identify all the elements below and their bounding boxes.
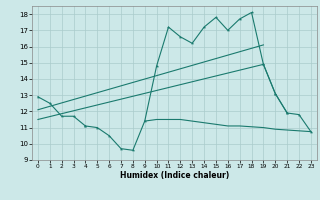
X-axis label: Humidex (Indice chaleur): Humidex (Indice chaleur) [120,171,229,180]
